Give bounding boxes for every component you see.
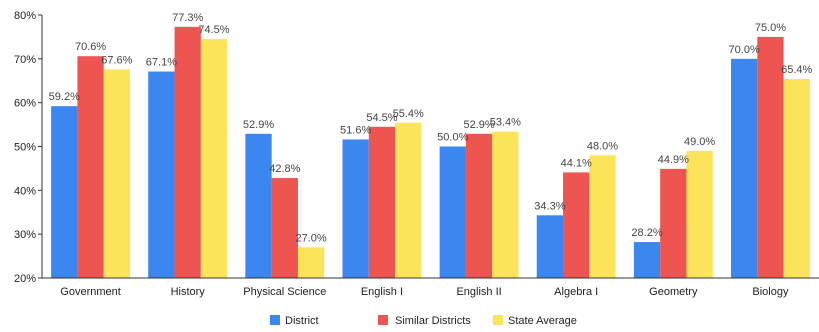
data-label: 52.9% (243, 119, 274, 131)
data-label: 52.9% (463, 119, 494, 131)
bar-district (245, 133, 272, 278)
bar-state-average (492, 131, 519, 278)
data-label: 48.0% (587, 140, 618, 152)
bar-state-average (686, 150, 713, 278)
legend-swatch-state-average (493, 315, 503, 325)
data-label: 74.5% (198, 24, 229, 36)
bar-state-average (395, 122, 422, 278)
bar-similar-districts (757, 36, 784, 278)
data-label: 34.3% (534, 200, 565, 212)
legend-swatch-district (270, 315, 280, 325)
x-category-label: History (171, 286, 206, 298)
data-label: 50.0% (437, 132, 468, 144)
x-category-label: Geometry (649, 286, 698, 298)
bar-district (51, 106, 78, 278)
bar-similar-districts (368, 126, 396, 279)
data-label: 53.4% (490, 117, 521, 129)
bar-similar-districts (174, 26, 201, 279)
legend: District Similar Districts State Average (270, 315, 577, 327)
data-label: 75.0% (755, 22, 786, 34)
data-label: 42.8% (269, 163, 300, 175)
y-axis: 20% 30% 40% 50% 60% 70% 80% (14, 10, 43, 285)
y-tick-label: 80% (14, 10, 36, 22)
x-category-label: Physical Science (243, 286, 326, 298)
bar-district (439, 146, 466, 278)
data-labels-group: 59.2% 70.6%67.6% 67.1% 77.3%74.5% 52.9% 42.8%… (49, 12, 813, 244)
bar-similar-districts (563, 172, 590, 278)
legend-label: District (285, 315, 319, 327)
y-tick-label: 30% (14, 229, 36, 241)
data-label: 28.2% (631, 227, 662, 239)
data-label: 70.0% (729, 44, 760, 56)
y-tick-label: 60% (14, 98, 36, 110)
data-label: 51.6% (340, 124, 371, 136)
bar-state-average (297, 247, 325, 278)
x-category-label: Algebra I (554, 286, 598, 298)
bar-similar-districts (77, 56, 104, 278)
y-tick-label: 40% (14, 185, 36, 197)
x-category-label: English II (456, 286, 501, 298)
data-label: 70.6% (75, 41, 106, 53)
x-category-label: Government (60, 286, 121, 298)
legend-label: State Average (508, 315, 577, 327)
bar-district (148, 71, 175, 278)
bar-district (730, 58, 758, 279)
data-label: 27.0% (296, 232, 327, 244)
data-label: 59.2% (49, 91, 80, 103)
y-tick-label: 50% (14, 142, 36, 154)
data-label: 54.5% (366, 112, 397, 124)
legend-swatch-similar-districts (378, 315, 388, 325)
data-label: 67.1% (146, 57, 177, 69)
bar-similar-districts (271, 178, 298, 278)
bar-district (342, 139, 369, 278)
data-label: 67.6% (101, 54, 132, 66)
bar-state-average (103, 69, 131, 278)
bar-state-average (783, 78, 810, 278)
data-label: 65.4% (781, 64, 812, 76)
x-category-label: English I (361, 286, 403, 298)
bars-group (51, 26, 810, 279)
legend-label: Similar Districts (395, 315, 471, 327)
data-label: 44.1% (561, 157, 592, 169)
bar-state-average (200, 39, 228, 278)
x-category-label: Biology (752, 286, 789, 298)
data-label: 77.3% (172, 12, 203, 24)
bar-similar-districts (465, 133, 493, 278)
data-label: 44.9% (658, 154, 689, 166)
x-axis: Government History Physical Science English… (42, 277, 819, 298)
y-tick-label: 20% (14, 273, 36, 285)
y-tick-label: 70% (14, 54, 36, 66)
bar-similar-districts (660, 168, 687, 278)
bar-district (536, 215, 564, 278)
bar-state-average (589, 155, 616, 278)
bar-district (633, 242, 661, 278)
data-label: 49.0% (684, 136, 715, 148)
data-label: 55.4% (393, 108, 424, 120)
